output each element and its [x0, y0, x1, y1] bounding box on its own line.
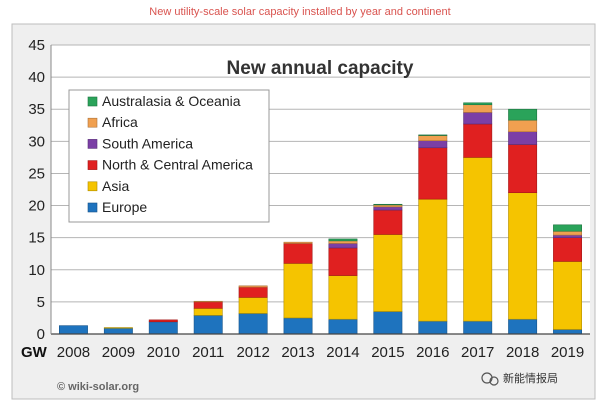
legend-label: Africa [102, 114, 138, 130]
bar-segment [418, 320, 448, 335]
y-tick-label: 25 [28, 165, 45, 182]
bar-segment [328, 243, 358, 249]
x-tick-label: 2013 [281, 344, 314, 361]
x-tick-label: 2011 [192, 344, 224, 361]
x-tick-label: 2010 [147, 344, 180, 361]
bar-segment [148, 321, 178, 335]
bar-segment [553, 230, 582, 236]
bar-segment [328, 240, 358, 244]
bar-segment [373, 206, 403, 211]
axes-layer: 0 5 10 15 20 25 30 35 40 45 GW 2008 2009 2010 2011 2012… [21, 37, 590, 361]
bar-segment [283, 243, 313, 264]
bar-segment [193, 301, 223, 309]
bar-segment [373, 203, 403, 206]
bar-segment [508, 144, 538, 194]
y-tick-label: 0 [37, 326, 45, 343]
legend-swatch [87, 181, 98, 192]
legend-label: Europe [102, 199, 147, 215]
bar-segment [193, 300, 223, 303]
y-axis-label: GW [21, 344, 48, 361]
bar-segment [508, 119, 538, 132]
bar-segment [283, 317, 313, 335]
legend-swatch [87, 117, 98, 128]
bar-segment [283, 241, 313, 244]
bar-segment [553, 224, 582, 232]
legend-swatch [87, 96, 98, 107]
y-tick-label: 5 [37, 294, 45, 311]
x-tick-label: 2016 [416, 344, 449, 361]
bar-segment [418, 198, 448, 322]
chart-title: New annual capacity [227, 58, 414, 79]
y-tick-label: 30 [28, 133, 45, 150]
bar-segment [418, 147, 448, 200]
bar-segment [463, 320, 493, 335]
x-tick-label: 2019 [551, 344, 584, 361]
x-tick-label: 2009 [102, 344, 135, 361]
bar-segment [508, 192, 538, 320]
bar-segment [418, 140, 448, 149]
legend-label: North & Central America [102, 157, 253, 173]
bar-segment [238, 297, 268, 314]
wechat-icon [481, 372, 499, 386]
page-heading: New utility-scale solar capacity install… [149, 6, 450, 18]
x-tick-label: 2014 [326, 344, 359, 361]
bar-segment [463, 157, 493, 322]
watermark-text: © wiki-solar.org [57, 381, 139, 393]
bar-segment [328, 275, 358, 320]
legend-label: South America [102, 135, 193, 151]
legend-box [68, 89, 270, 223]
brand-badge: 新能情报局 [481, 371, 558, 386]
legend-label: Asia [102, 178, 129, 194]
bar-segment [283, 263, 313, 319]
bar-segment [373, 234, 403, 312]
bar-segment [463, 104, 493, 113]
legend-label: Australasia & Oceania [102, 93, 241, 109]
bar-segment [193, 308, 223, 316]
y-tick-label: 45 [28, 37, 45, 54]
legend-swatch [87, 202, 98, 213]
y-tick-label: 20 [28, 198, 45, 215]
bars-layer [59, 102, 582, 335]
bar-segment [463, 123, 493, 158]
bar-segment [463, 102, 493, 106]
bar-segment [373, 311, 403, 335]
bar-segment [103, 327, 133, 329]
bar-segment [59, 325, 88, 335]
bar-segment [508, 108, 538, 121]
x-tick-label: 2017 [461, 344, 494, 361]
bar-segment [553, 329, 582, 335]
bar-segment [193, 315, 223, 335]
y-tick-label: 35 [28, 101, 45, 118]
x-tick-label: 2008 [57, 344, 90, 361]
brand-badge-text: 新能情报局 [503, 371, 558, 385]
bar-segment [553, 261, 582, 330]
y-tick-label: 40 [28, 69, 45, 86]
bar-segment [553, 237, 582, 262]
bar-segment [148, 319, 178, 323]
bar-segment [463, 112, 493, 125]
legend-swatch [87, 139, 98, 149]
bar-segment [418, 134, 448, 136]
bar-segment [328, 318, 358, 335]
y-tick-label: 10 [28, 262, 45, 279]
bar-segment [238, 313, 268, 335]
bar-segment [328, 247, 358, 276]
legend: Australasia & Oceania Africa South America… [68, 89, 270, 223]
bar-segment [508, 318, 538, 335]
bar-segment [103, 327, 133, 335]
x-tick-label: 2018 [506, 344, 539, 361]
x-tick-label: 2012 [236, 344, 269, 361]
bar-segment [553, 234, 582, 238]
y-tick-label: 15 [28, 230, 45, 247]
bar-segment [373, 209, 403, 235]
bar-segment [328, 238, 358, 242]
bar-segment [418, 135, 448, 141]
bar-segment [238, 286, 268, 298]
x-tick-label: 2015 [371, 344, 404, 361]
legend-swatch [87, 160, 98, 170]
bar-segment [508, 131, 538, 145]
bar-segment [238, 285, 268, 288]
